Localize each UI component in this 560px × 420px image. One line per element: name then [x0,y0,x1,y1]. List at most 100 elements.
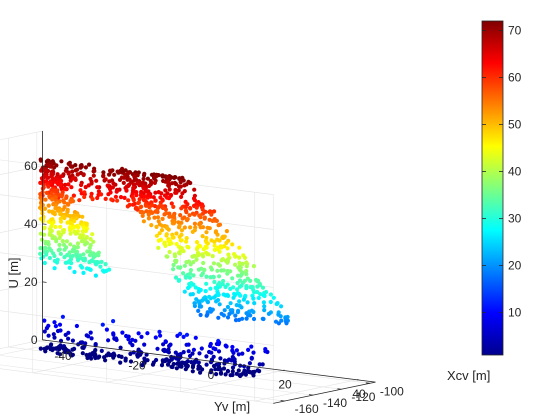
data-point [197,252,202,257]
data-point [141,176,146,181]
data-point [64,194,69,199]
data-point [142,194,147,199]
data-point [201,254,206,259]
data-point [73,231,78,236]
data-point [172,254,178,259]
data-point [39,199,44,204]
data-point [151,195,156,200]
data-point [68,228,73,233]
data-point [154,208,159,214]
data-point [179,238,184,243]
data-point [141,186,146,191]
data-point [188,180,193,186]
data-point [183,363,188,368]
data-point [149,180,154,185]
data-point [105,183,110,188]
data-point [112,353,117,358]
data-point [144,352,149,357]
data-point [102,269,107,274]
data-point [248,313,253,318]
data-point [52,266,57,271]
data-point [244,311,249,316]
data-point [192,359,197,365]
data-point [111,181,116,186]
data-point [191,260,196,265]
data-point [93,273,98,278]
data-point [245,300,250,305]
data-point [118,360,123,365]
data-point [208,286,213,291]
data-point [42,226,47,231]
grid-line [0,364,285,402]
data-point [188,225,193,230]
data-point [190,369,195,374]
data-point [185,244,190,249]
data-point [205,300,210,305]
grid-line [180,370,284,392]
data-point [84,221,89,226]
data-point [155,346,160,351]
data-point [262,304,267,309]
data-point [91,255,96,260]
data-point [215,291,220,296]
data-point [135,352,140,358]
data-point [92,350,97,355]
data-point [246,365,251,370]
data-point [107,352,112,358]
data-point [241,370,246,375]
data-point [230,276,235,281]
data-point [252,369,257,374]
data-point [217,302,222,307]
data-point [147,205,152,210]
data-point [96,189,101,194]
data-point [181,350,186,355]
data-point [174,231,179,236]
data-point [129,179,134,185]
data-point [268,292,273,297]
data-point [44,190,49,195]
data-point [138,352,143,357]
data-point [230,372,235,378]
data-point [234,371,239,376]
z-tick-mark [42,165,47,167]
data-point [135,173,140,178]
data-point [41,173,47,178]
data-point [132,177,137,183]
data-point [225,268,230,274]
data-point [182,289,187,294]
data-point [237,255,242,260]
data-point [53,206,58,211]
data-point [50,346,55,352]
grid-line [0,310,274,346]
data-point [42,318,47,323]
data-point [191,273,196,278]
data-point [47,209,52,214]
data-point [212,247,217,252]
data-point [163,188,168,193]
data-point [103,196,108,201]
data-point [191,347,196,352]
data-point [157,329,162,334]
data-point [109,197,114,202]
data-point [82,258,87,263]
data-point [88,237,93,242]
data-point [211,363,217,369]
x-tick-label: -40 [54,349,72,363]
data-point [239,283,244,288]
data-point [182,225,187,230]
data-point [211,346,216,351]
data-point [145,358,150,363]
data-point [170,235,175,240]
data-point [65,201,70,206]
data-point [182,183,187,188]
data-point [240,351,245,356]
data-point [66,182,71,187]
data-point [178,184,183,189]
data-point [152,215,157,220]
data-point [183,275,188,280]
data-point [88,330,93,335]
data-point [164,225,169,231]
data-point [132,201,137,206]
data-point [196,289,201,294]
data-point [209,368,214,373]
